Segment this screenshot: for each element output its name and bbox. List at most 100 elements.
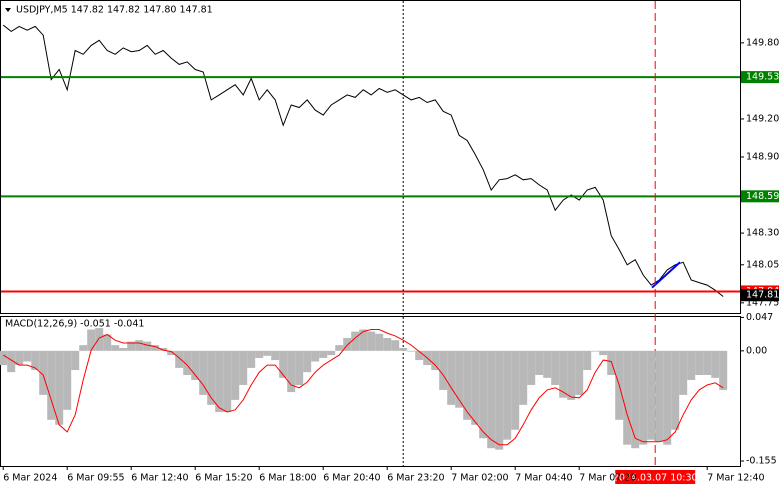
- y-tick-label: 0.047: [746, 312, 773, 323]
- y-tick-label: 147.75: [746, 297, 779, 308]
- histogram-bar: [655, 350, 664, 442]
- macd-title: MACD(12,26,9) -0.051 -0.041: [5, 319, 144, 330]
- histogram-bar: [31, 350, 40, 371]
- histogram-bar: [135, 340, 144, 351]
- histogram-bar: [527, 350, 536, 385]
- histogram-bar: [247, 350, 256, 368]
- histogram-bar: [23, 350, 32, 362]
- histogram-bar: [87, 329, 96, 351]
- histogram-bar: [599, 350, 608, 356]
- histogram-bar: [159, 347, 168, 351]
- histogram-bar: [143, 341, 152, 351]
- menu-triangle[interactable]: [5, 8, 11, 12]
- x-tick-label: 6 Mar 09:55: [67, 473, 124, 484]
- histogram-bar: [407, 350, 416, 352]
- histogram-bar: [447, 350, 456, 405]
- line-series: [2, 24, 724, 297]
- histogram-bar: [583, 350, 592, 371]
- y-tick-label: -0.155: [746, 456, 777, 467]
- histogram-bar: [383, 338, 392, 351]
- price-label-box: [741, 289, 779, 302]
- histogram-bar: [103, 334, 112, 351]
- histogram-bar: [47, 350, 56, 420]
- histogram-bar: [703, 350, 712, 376]
- histogram-bar: [71, 350, 80, 371]
- histogram-bar: [463, 350, 472, 420]
- price-label: 147.81: [746, 290, 779, 301]
- x-tick-label: 7 Mar 12:40: [707, 473, 764, 484]
- x-tick-label: 7 Mar 02:00: [451, 473, 508, 484]
- histogram-bar: [679, 350, 688, 395]
- histogram-bar: [0, 350, 8, 366]
- histogram-bar: [503, 350, 512, 440]
- histogram-bar: [375, 333, 384, 351]
- histogram-bar: [479, 350, 488, 439]
- x-tick-label: 6 Mar 12:40: [131, 473, 188, 484]
- histogram-bar: [119, 347, 128, 351]
- histogram-bar: [335, 345, 344, 351]
- histogram-bar: [519, 350, 528, 405]
- histogram-bar: [591, 350, 600, 352]
- histogram-bar: [15, 350, 24, 366]
- vertical-line-label-box: [615, 470, 696, 484]
- histogram-bar: [415, 350, 424, 361]
- histogram-bar: [719, 350, 728, 390]
- histogram-bar: [327, 350, 336, 356]
- y-tick-label: 0.00: [746, 345, 767, 356]
- histogram-bar: [151, 345, 160, 351]
- histogram-bar: [167, 350, 176, 356]
- line-series: [2, 329, 724, 446]
- histogram-bar: [471, 350, 480, 425]
- x-tick-label: 6 Mar 2024: [3, 473, 57, 484]
- histogram-bar: [183, 350, 192, 376]
- histogram-bar: [287, 350, 296, 393]
- histogram-bar: [295, 350, 304, 385]
- histogram-bar: [551, 350, 560, 385]
- histogram-bar: [263, 350, 272, 356]
- histogram-bar: [455, 350, 464, 408]
- histogram-bar: [39, 350, 48, 395]
- histogram-bar: [95, 328, 104, 351]
- level-label: 148.59: [746, 191, 779, 202]
- histogram-bar: [687, 350, 696, 380]
- trend-line: [651, 261, 681, 289]
- histogram-bar: [623, 350, 632, 445]
- histogram-bar: [55, 350, 64, 425]
- histogram-bar: [431, 350, 440, 371]
- histogram-bar: [487, 350, 496, 449]
- histogram-bar: [231, 350, 240, 400]
- histogram-bar: [391, 340, 400, 351]
- histogram-bar: [351, 331, 360, 351]
- histogram-bar: [663, 350, 672, 445]
- histogram-bar: [711, 350, 720, 378]
- histogram-bar: [127, 341, 136, 351]
- y-tick-label: 148.30: [746, 228, 779, 239]
- histogram-bar: [215, 350, 224, 412]
- chart-title: USDJPY,M5 147.82 147.82 147.80 147.81: [16, 5, 213, 16]
- histogram-bar: [79, 345, 88, 351]
- histogram-bar: [175, 350, 184, 368]
- histogram-bar: [575, 350, 584, 395]
- histogram-bar: [271, 350, 280, 361]
- x-tick-label: 6 Mar 18:00: [259, 473, 316, 484]
- histogram-bar: [559, 350, 568, 398]
- main-panel: [0, 0, 741, 314]
- histogram-bar: [543, 350, 552, 378]
- histogram-bar: [695, 350, 704, 376]
- y-tick-label: 149.80: [746, 37, 779, 48]
- x-tick-label: 6 Mar 20:40: [323, 473, 380, 484]
- histogram-bar: [399, 347, 408, 351]
- vertical-line-label: 2024.03.07 10:30: [613, 473, 698, 484]
- histogram-bar: [63, 350, 72, 410]
- histogram-bar: [303, 350, 312, 373]
- x-tick-label: 6 Mar 15:20: [195, 473, 252, 484]
- y-tick-label: 149.20: [746, 113, 779, 124]
- histogram-bar: [567, 350, 576, 400]
- histogram-bar: [319, 350, 328, 358]
- histogram-bar: [639, 350, 648, 445]
- histogram-bar: [439, 350, 448, 390]
- histogram-bar: [495, 350, 504, 450]
